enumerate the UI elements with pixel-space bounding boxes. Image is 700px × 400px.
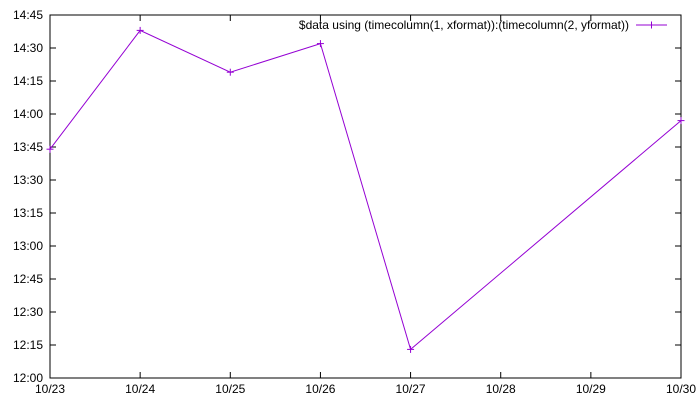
y-tick-label: 12:00 — [13, 371, 43, 385]
y-axis-tick-labels: 12:00 12:15 12:30 12:45 13:00 13:15 13:30 13:45… — [13, 8, 43, 385]
data-point — [226, 68, 234, 76]
data-point — [677, 117, 685, 125]
y-tick-label: 13:15 — [13, 206, 43, 220]
x-tick-label: 10/26 — [305, 382, 335, 396]
data-point — [46, 145, 54, 153]
y-tick-label: 13:45 — [13, 140, 43, 154]
legend-marker — [648, 21, 655, 29]
data-point — [407, 345, 415, 353]
y-tick-label: 12:45 — [13, 272, 43, 286]
y-tick-label: 13:00 — [13, 239, 43, 253]
x-tick-label: 10/28 — [486, 382, 516, 396]
x-tick-label: 10/25 — [215, 382, 245, 396]
x-axis-ticks — [49, 15, 682, 378]
x-tick-label: 10/29 — [576, 382, 606, 396]
y-tick-label: 12:30 — [13, 305, 43, 319]
series-line — [49, 29, 682, 351]
legend: $data using (timecolumn(1, xformat)):(ti… — [299, 18, 667, 32]
x-axis-tick-labels: 10/23 10/24 10/25 10/26 10/27 10/28 10/29 10/30 — [35, 382, 696, 396]
legend-label: $data using (timecolumn(1, xformat)):(ti… — [299, 18, 629, 32]
y-tick-label: 12:15 — [13, 338, 43, 352]
y-axis-ticks — [50, 14, 681, 379]
plot-frame — [49, 14, 682, 379]
y-tick-label: 14:15 — [13, 74, 43, 88]
y-tick-label: 13:30 — [13, 173, 43, 187]
x-tick-label: 10/30 — [666, 382, 696, 396]
data-point — [316, 40, 324, 48]
y-tick-label: 14:30 — [13, 41, 43, 55]
series-layer — [46, 26, 685, 353]
x-tick-label: 10/23 — [35, 382, 65, 396]
y-tick-label: 14:00 — [13, 107, 43, 121]
x-tick-label: 10/24 — [125, 382, 155, 396]
x-tick-label: 10/27 — [396, 382, 426, 396]
y-tick-label: 14:45 — [13, 8, 43, 22]
data-point — [136, 26, 144, 34]
